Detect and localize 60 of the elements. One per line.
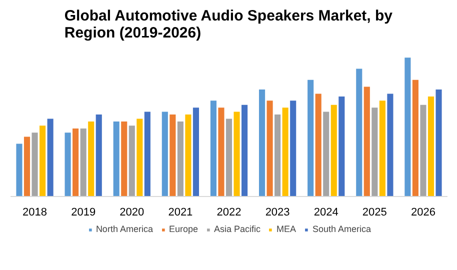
bar xyxy=(282,108,288,196)
legend-label: Europe xyxy=(168,224,198,234)
bar xyxy=(330,104,337,196)
x-tick-label: 2026 xyxy=(410,206,436,218)
bar xyxy=(96,114,102,196)
bar xyxy=(412,80,418,196)
x-tick-label: 2019 xyxy=(71,206,96,218)
bar xyxy=(16,144,22,196)
bar xyxy=(192,108,200,196)
bar xyxy=(372,108,378,196)
bar xyxy=(177,122,184,196)
bar xyxy=(72,128,79,196)
chart-title: Global Automotive Audio Speakers Market, by Region (2019-2026) xyxy=(64,8,394,42)
bar xyxy=(47,118,54,196)
bar xyxy=(64,132,71,196)
bar xyxy=(88,122,94,196)
bar xyxy=(258,90,266,196)
bar xyxy=(80,128,86,196)
x-tick-label: 2024 xyxy=(314,206,338,218)
bar xyxy=(24,136,30,196)
legend-label: South America xyxy=(312,224,372,234)
bar xyxy=(290,100,296,196)
bar xyxy=(210,100,216,196)
x-tick-label: 2021 xyxy=(168,206,193,218)
legend-label: Asia Pacific xyxy=(214,224,261,234)
x-tick-label: 2020 xyxy=(120,206,144,218)
bar xyxy=(113,122,120,196)
x-tick-label: 2018 xyxy=(22,206,48,218)
bar xyxy=(274,114,281,196)
bar xyxy=(128,126,135,196)
bar xyxy=(170,114,176,196)
bar xyxy=(242,104,248,196)
bar xyxy=(387,94,394,196)
bar xyxy=(226,118,232,196)
bar xyxy=(323,112,330,196)
bar xyxy=(436,90,442,196)
bar xyxy=(338,96,345,196)
bar xyxy=(404,58,411,196)
bar xyxy=(162,112,168,196)
bar xyxy=(218,108,224,196)
bar xyxy=(234,112,240,196)
bar xyxy=(121,122,128,196)
bar xyxy=(32,132,38,196)
bar xyxy=(40,126,46,196)
bar xyxy=(144,112,150,196)
bar xyxy=(379,100,386,196)
x-tick-label: 2022 xyxy=(216,206,242,218)
bar xyxy=(356,68,362,196)
bar xyxy=(136,118,143,196)
legend-label: North America xyxy=(96,224,153,234)
bar xyxy=(266,100,273,196)
bar xyxy=(308,80,314,196)
x-tick-label: 2023 xyxy=(265,206,290,218)
legend-label: MEA xyxy=(276,224,297,234)
bar xyxy=(315,94,322,196)
bar xyxy=(185,114,192,196)
bar xyxy=(428,96,434,196)
x-tick-label: 2025 xyxy=(362,206,387,218)
bar xyxy=(420,104,426,196)
bar xyxy=(364,86,370,196)
